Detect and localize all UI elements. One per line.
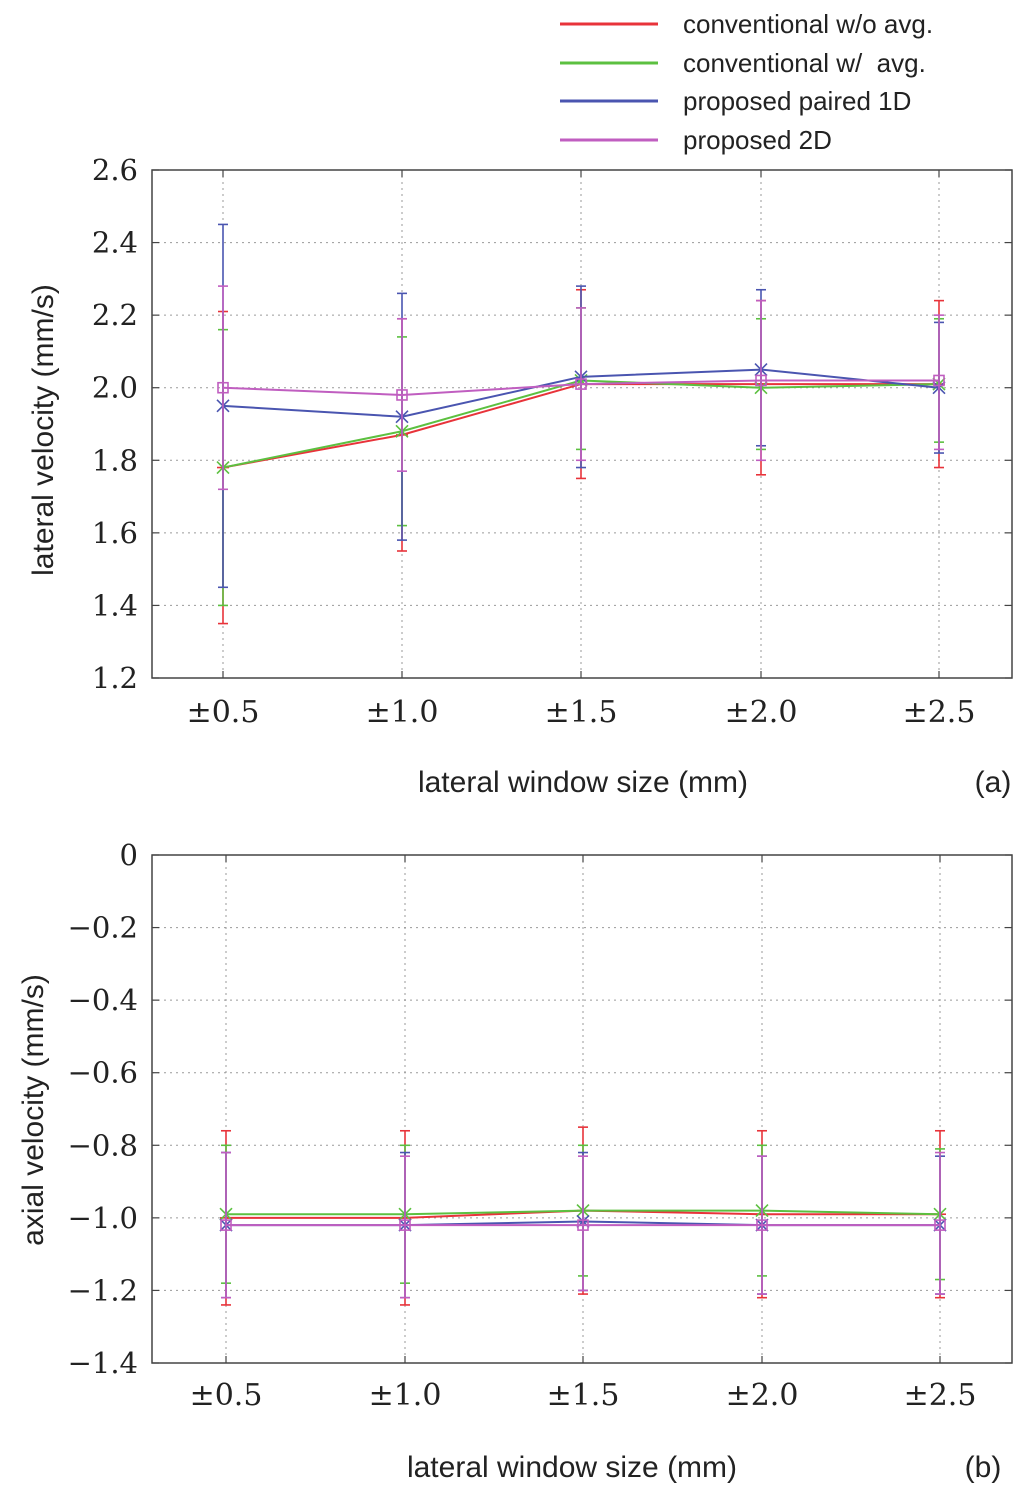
y-axis-label: axial velocity (mm/s): [17, 974, 50, 1246]
series-2d: [217, 285, 945, 491]
plot-frame: [151, 854, 1013, 1364]
x-axis-label: lateral window size (mm): [418, 766, 748, 799]
series-line-2d: [222, 379, 939, 396]
chart-panel-b: lateral window size (mm) (b) axial veloc…: [17, 838, 1013, 1484]
plot-frame: [151, 169, 1013, 679]
y-tick-label: −0.8: [68, 1128, 138, 1162]
y-tick-label: −1.2: [68, 1273, 138, 1307]
y-tick-label: −0.4: [68, 983, 138, 1017]
data-point-2d: [756, 1219, 768, 1231]
y-tick-label: 1.8: [92, 443, 138, 477]
x-axis-label: lateral window size (mm): [407, 1451, 737, 1484]
y-tick-label: −1.0: [68, 1201, 138, 1235]
y-tick-label: 0: [120, 838, 138, 872]
x-tick-label: ±2.0: [726, 1378, 799, 1413]
data-point-2d: [399, 1219, 411, 1231]
legend-label-paired-1d: proposed paired 1D: [683, 86, 911, 116]
x-tick-label: ±2.5: [903, 695, 976, 730]
y-tick-label: 2.4: [92, 226, 138, 260]
data-point-2d: [217, 381, 229, 394]
series-2d: [220, 1151, 946, 1299]
y-tick-label: 2.6: [92, 153, 138, 187]
x-tick-label: ±0.5: [190, 1378, 263, 1413]
x-tick-label: ±1.0: [369, 1378, 442, 1413]
y-tick-label: −1.4: [68, 1346, 138, 1380]
y-tick-label: −0.6: [68, 1056, 138, 1090]
y-axis-label: lateral velocity (mm/s): [27, 284, 60, 576]
data-point-2d: [577, 1219, 589, 1231]
x-tick-label: ±2.0: [725, 695, 798, 730]
panel-label: (a): [975, 766, 1012, 799]
y-tick-label: 2.0: [92, 371, 138, 405]
legend-label-conv-w: conventional w/ avg.: [683, 48, 926, 78]
y-tick-label: −0.2: [68, 911, 138, 945]
data-point-2d: [933, 374, 945, 387]
x-tick-label: ±1.0: [366, 695, 439, 730]
data-point-2d: [575, 378, 587, 390]
legend-label-2d: proposed 2D: [683, 125, 832, 155]
y-tick-label: 1.4: [92, 588, 138, 622]
x-tick-label: ±0.5: [187, 695, 260, 730]
data-point-2d: [934, 1219, 946, 1231]
panel-label: (b): [965, 1451, 1002, 1484]
data-point-2d: [220, 1219, 232, 1231]
y-tick-label: 2.2: [92, 298, 138, 332]
legend: conventional w/o avg. conventional w/ av…: [560, 9, 933, 155]
x-tick-label: ±1.5: [545, 695, 618, 730]
data-point-2d: [396, 389, 408, 401]
y-tick-label: 1.6: [92, 516, 138, 550]
x-tick-label: ±2.5: [904, 1378, 977, 1413]
data-point-2d: [755, 374, 767, 387]
y-tick-label: 1.2: [92, 661, 138, 695]
x-tick-label: ±1.5: [547, 1378, 620, 1413]
legend-label-conv-wo: conventional w/o avg.: [683, 9, 933, 39]
chart-panel-a: lateral window size (mm) (a) lateral vel…: [27, 153, 1013, 799]
